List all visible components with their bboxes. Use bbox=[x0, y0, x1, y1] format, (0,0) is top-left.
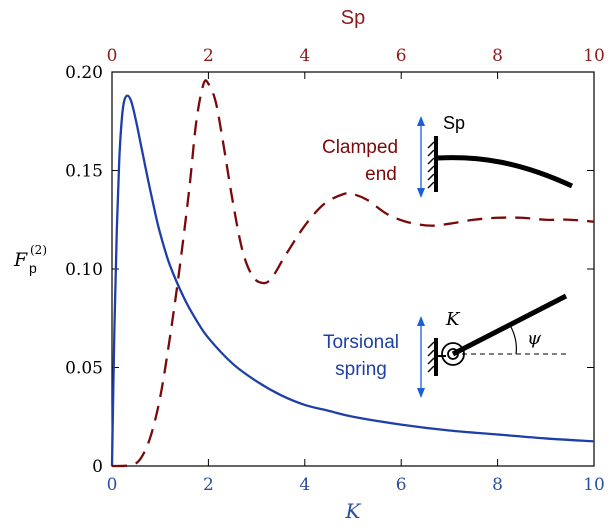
series-layer bbox=[110, 79, 595, 468]
clamped-arrow-head-up bbox=[417, 116, 425, 126]
clamped-end-series-line bbox=[111, 79, 595, 468]
bottom-tick-label: 6 bbox=[396, 475, 407, 495]
torsional-wall-hatch bbox=[427, 341, 435, 373]
angle-label: ψ bbox=[527, 328, 542, 349]
torsional-annotation: Torsional spring ψ K bbox=[323, 293, 568, 398]
bottom-tick-label: 0 bbox=[107, 475, 118, 495]
y-axis-title: F p (2) bbox=[13, 243, 47, 276]
clamped-beam bbox=[437, 155, 574, 189]
bottom-tick-label: 10 bbox=[583, 475, 605, 495]
y-tick-label: 0 bbox=[92, 457, 103, 477]
top-tick-label: 0 bbox=[107, 46, 118, 66]
y-tick-label: 0.10 bbox=[65, 260, 103, 280]
y-tick-label: 0.15 bbox=[65, 162, 103, 182]
clamped-wall-hatch bbox=[427, 141, 435, 189]
bottom-axis-title: K bbox=[345, 499, 362, 523]
clamped-arrow-head-down bbox=[417, 188, 425, 198]
clamped-label-line2: end bbox=[365, 164, 397, 185]
top-tick-label: 6 bbox=[396, 46, 407, 66]
torsional-label-line2: spring bbox=[335, 359, 387, 380]
y-tick-label: 0.05 bbox=[65, 359, 103, 379]
bottom-tick-label: 2 bbox=[203, 475, 214, 495]
y-axis-title-sup: (2) bbox=[30, 243, 47, 257]
clamped-label-line1: Clamped bbox=[322, 137, 398, 158]
torsional-arrow-head-up bbox=[417, 316, 425, 326]
bottom-tick-label: 4 bbox=[299, 475, 310, 495]
torsional-schematic-label: K bbox=[445, 309, 461, 330]
top-tick-label: 4 bbox=[299, 46, 310, 66]
torsional-rod bbox=[451, 293, 568, 357]
torsional-arrow-head-down bbox=[417, 388, 425, 398]
plot-frame bbox=[111, 71, 595, 467]
torsional-spring-series-line bbox=[110, 94, 595, 467]
top-axis-title: Sp bbox=[341, 7, 365, 29]
y-axis-title-main: F bbox=[13, 249, 28, 271]
top-tick-label: 10 bbox=[583, 46, 605, 66]
top-tick-label: 2 bbox=[203, 46, 214, 66]
clamped-schematic-label: Sp bbox=[443, 113, 465, 133]
angle-arc bbox=[509, 324, 517, 355]
bottom-tick-label: 8 bbox=[492, 475, 503, 495]
torsional-label-line1: Torsional bbox=[323, 332, 399, 353]
clamped-annotation: Clamped end Sp bbox=[322, 113, 574, 198]
y-axis-title-sub: p bbox=[29, 260, 37, 276]
top-tick-label: 8 bbox=[492, 46, 503, 66]
tick-marks: 0 2 4 6 8 10 0 2 4 6 8 10 0 0.05 0.10 0.15 0.20 bbox=[65, 46, 605, 495]
y-tick-label: 0.20 bbox=[65, 63, 103, 83]
